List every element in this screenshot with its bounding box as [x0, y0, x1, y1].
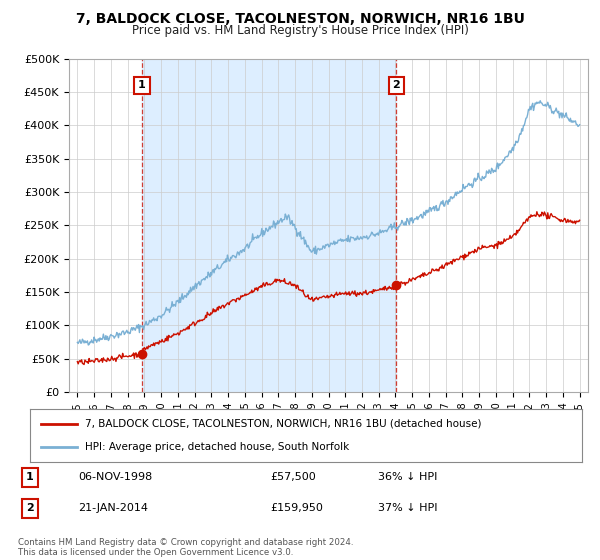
Text: 36% ↓ HPI: 36% ↓ HPI: [378, 473, 437, 482]
Text: Contains HM Land Registry data © Crown copyright and database right 2024.
This d: Contains HM Land Registry data © Crown c…: [18, 538, 353, 557]
Text: 1: 1: [26, 473, 34, 482]
Text: 1: 1: [138, 81, 146, 91]
Text: 7, BALDOCK CLOSE, TACOLNESTON, NORWICH, NR16 1BU: 7, BALDOCK CLOSE, TACOLNESTON, NORWICH, …: [76, 12, 524, 26]
Text: 2: 2: [392, 81, 400, 91]
Text: 2: 2: [26, 503, 34, 513]
Text: £159,950: £159,950: [270, 503, 323, 513]
Bar: [142, 59, 397, 392]
Text: 06-NOV-1998: 06-NOV-1998: [78, 473, 152, 482]
Text: Price paid vs. HM Land Registry's House Price Index (HPI): Price paid vs. HM Land Registry's House …: [131, 24, 469, 36]
Text: £57,500: £57,500: [270, 473, 316, 482]
Text: 7, BALDOCK CLOSE, TACOLNESTON, NORWICH, NR16 1BU (detached house): 7, BALDOCK CLOSE, TACOLNESTON, NORWICH, …: [85, 419, 482, 429]
Text: 37% ↓ HPI: 37% ↓ HPI: [378, 503, 437, 513]
Text: 21-JAN-2014: 21-JAN-2014: [78, 503, 148, 513]
Text: HPI: Average price, detached house, South Norfolk: HPI: Average price, detached house, Sout…: [85, 442, 349, 452]
